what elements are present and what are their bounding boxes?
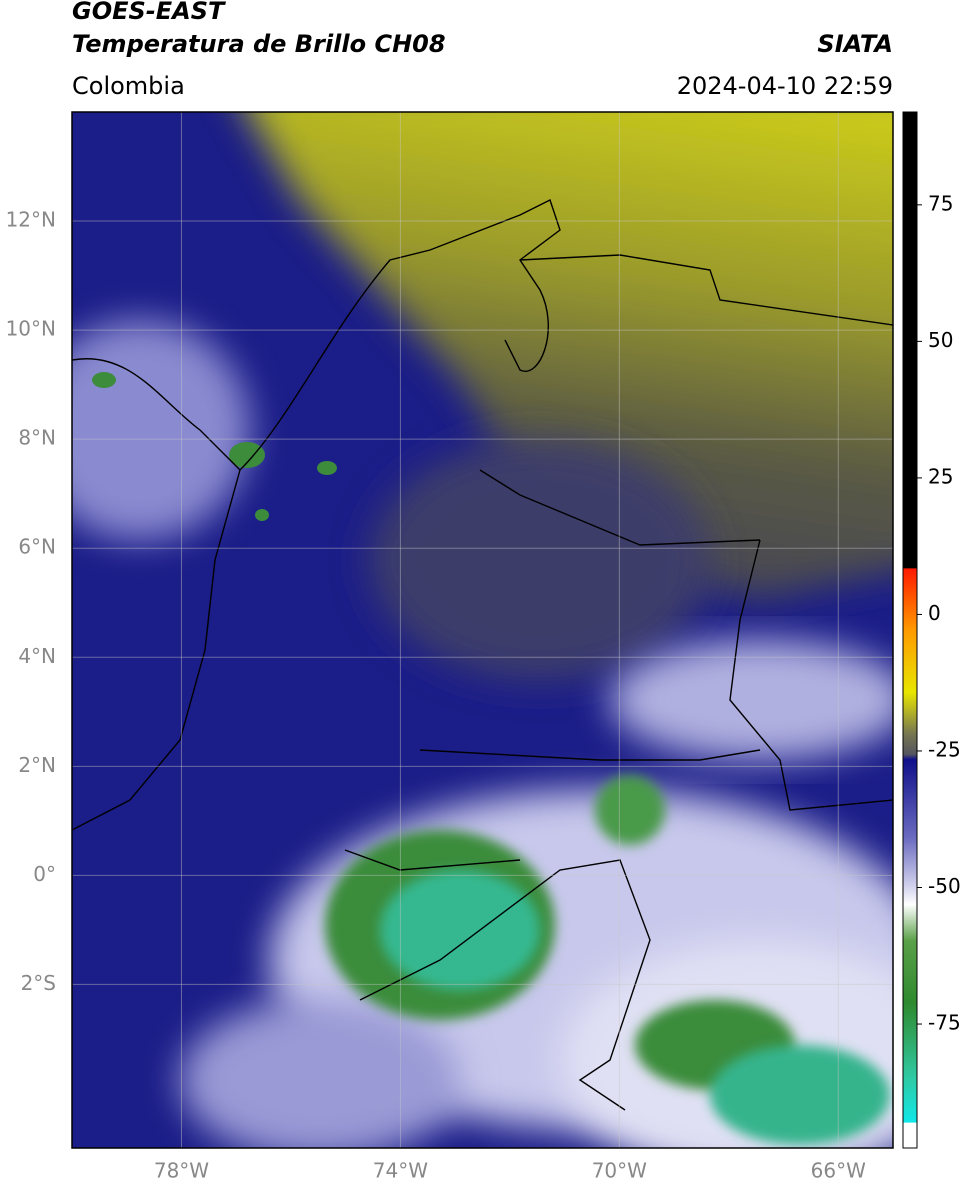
colorbar-tick-label: 50 [928, 328, 953, 352]
region: Colombia [72, 72, 185, 100]
lat-tick-label: 4°N [18, 644, 56, 668]
lat-tick-label: 6°N [18, 535, 56, 559]
lat-tick-label: 0° [33, 862, 56, 886]
lon-tick-label: 66°W [811, 1159, 866, 1183]
colorbar-tick-label: -50 [928, 874, 961, 898]
colorbar-tick-label: 0 [928, 601, 941, 625]
source: SIATA [817, 30, 893, 58]
colorbar-tick-label: 25 [928, 464, 953, 488]
subtitle: Temperatura de Brillo CH08 [72, 30, 446, 58]
colorbar [902, 111, 918, 1149]
title: GOES-EAST [72, 0, 226, 25]
lat-tick-label: 8°N [18, 426, 56, 450]
colorbar-tick-label: -75 [928, 1011, 961, 1035]
colorbar-tick-label: 75 [928, 191, 953, 215]
lat-tick-label: 2°S [21, 971, 56, 995]
lon-tick-label: 78°W [154, 1159, 209, 1183]
satellite-image [72, 112, 893, 1148]
lon-tick-label: 70°W [592, 1159, 647, 1183]
lat-tick-label: 10°N [6, 317, 56, 341]
lon-tick-label: 74°W [373, 1159, 428, 1183]
datetime: 2024-04-10 22:59 [677, 72, 893, 100]
lat-tick-label: 2°N [18, 753, 56, 777]
lat-tick-label: 12°N [6, 208, 56, 232]
map-frame [71, 111, 894, 1149]
colorbar-tick-label: -25 [928, 737, 961, 761]
